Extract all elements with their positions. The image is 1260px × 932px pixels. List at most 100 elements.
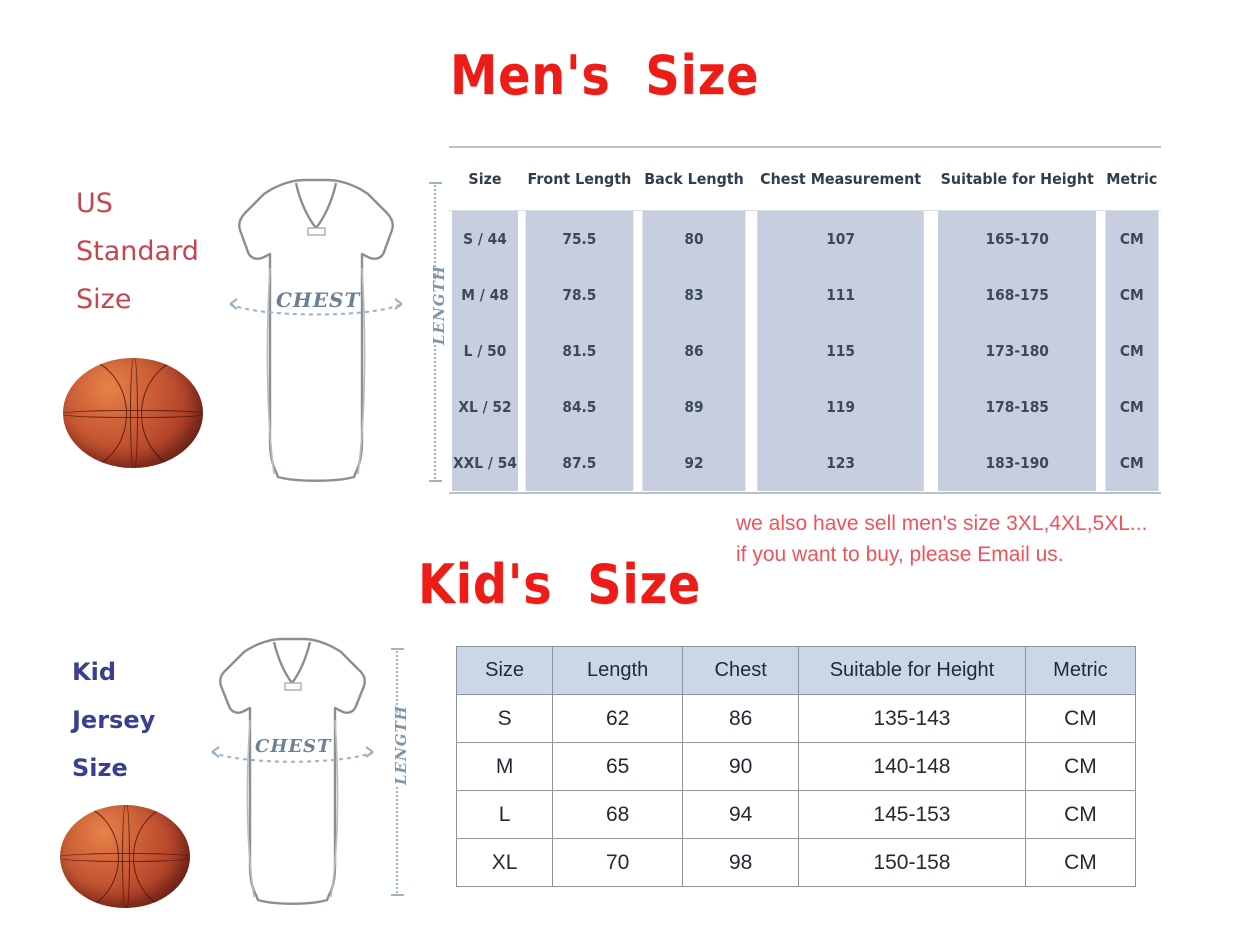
basketball-seam-left	[63, 358, 127, 468]
cell-chest: 123	[757, 434, 924, 491]
cell-metric: CM	[1024, 694, 1137, 743]
cell-metric: CM	[1024, 742, 1137, 791]
cell-size: L	[455, 790, 554, 839]
mens-table-body: S / 44 75.5 80 107 165-170 CM M / 48 78.…	[449, 210, 1161, 491]
cell-metric: CM	[1105, 322, 1159, 379]
us-standard-size-label: US Standard Size	[76, 188, 199, 315]
cell-height: 178-185	[937, 378, 1097, 435]
cell-size: S	[455, 694, 554, 743]
kids-col-chest: Chest	[682, 646, 800, 695]
mens-table-bottom-rule	[449, 492, 1161, 494]
cell-back: 86	[642, 322, 746, 379]
cell-length: 70	[552, 838, 684, 887]
mens-col-metric: Metric	[1105, 146, 1159, 211]
chest-measure-label: CHEST	[255, 736, 332, 757]
basketball-seam-right	[141, 358, 203, 468]
mens-length-indicator: LENGTH	[427, 182, 451, 482]
cell-back: 89	[642, 378, 746, 435]
cell-size: XXL / 54	[451, 434, 519, 491]
table-row: L 68 94 145-153 CM	[455, 790, 1137, 839]
cell-chest: 107	[757, 210, 924, 267]
table-row: XXL / 54 87.5 92 123 183-190 CM	[449, 434, 1161, 491]
mens-col-chest-measurement: Chest Measurement	[757, 146, 924, 211]
mens-table-head: Size Front Length Back Length Chest Meas…	[449, 146, 1161, 211]
cell-size: XL / 52	[451, 378, 519, 435]
mens-col-size: Size	[451, 146, 519, 211]
cell-metric: CM	[1024, 790, 1137, 839]
kid-jersey-size-label: Kid Jersey Size	[72, 658, 156, 782]
basketball-icon	[60, 805, 190, 908]
cell-size: XL	[455, 838, 554, 887]
sale-note-text: we also have sell men's size 3XL,4XL,5XL…	[736, 512, 1148, 566]
kids-table-body: S 62 86 135-143 CM M 65 90 140-148 CM L …	[455, 694, 1137, 887]
kids-col-size: Size	[455, 646, 554, 695]
cell-size: M	[455, 742, 554, 791]
cell-front: 84.5	[525, 378, 634, 435]
kids-length-indicator: LENGTH	[389, 648, 413, 896]
table-row: XL 70 98 150-158 CM	[455, 838, 1137, 887]
cell-height: 165-170	[937, 210, 1097, 267]
cell-height: 168-175	[937, 266, 1097, 323]
cell-size: L / 50	[451, 322, 519, 379]
cell-back: 83	[642, 266, 746, 323]
mens-jersey-diagram: CHEST	[216, 172, 416, 492]
mens-size-title: Men's Size	[450, 44, 760, 107]
cell-chest: 94	[682, 790, 800, 839]
basketball-seam-left	[60, 805, 120, 908]
kids-size-title: Kid's Size	[418, 553, 702, 616]
table-row: XL / 52 84.5 89 119 178-185 CM	[449, 378, 1161, 435]
cell-size: M / 48	[451, 266, 519, 323]
cell-front: 81.5	[525, 322, 634, 379]
mens-col-back-length: Back Length	[642, 146, 746, 211]
cell-metric: CM	[1105, 378, 1159, 435]
cell-height: 173-180	[937, 322, 1097, 379]
kids-col-metric: Metric	[1024, 646, 1137, 695]
cell-size: S / 44	[451, 210, 519, 267]
kids-col-suitable-height: Suitable for Height	[798, 646, 1026, 695]
chest-measure-label: CHEST	[276, 288, 361, 312]
cell-metric: CM	[1105, 266, 1159, 323]
cell-metric: CM	[1105, 210, 1159, 267]
cell-front: 75.5	[525, 210, 634, 267]
table-row: M 65 90 140-148 CM	[455, 742, 1137, 791]
mens-col-suitable-height: Suitable for Height	[937, 146, 1097, 211]
kids-size-table: Size Length Chest Suitable for Height Me…	[455, 646, 1137, 887]
cell-metric: CM	[1024, 838, 1137, 887]
cell-chest: 119	[757, 378, 924, 435]
mens-size-table: Size Front Length Back Length Chest Meas…	[449, 146, 1161, 491]
mens-col-chest-measurement-text: Chest Measurement	[759, 170, 921, 188]
cell-height: 183-190	[937, 434, 1097, 491]
mens-col-front-length: Front Length	[525, 146, 634, 211]
basketball-seam-horizontal	[60, 853, 190, 862]
kids-jersey-diagram: CHEST	[200, 632, 385, 912]
cell-length: 65	[552, 742, 684, 791]
length-measure-label: LENGTH	[389, 705, 413, 785]
cell-chest: 86	[682, 694, 800, 743]
cell-chest: 90	[682, 742, 800, 791]
cell-chest: 98	[682, 838, 800, 887]
cell-height: 150-158	[798, 838, 1026, 887]
table-row: S 62 86 135-143 CM	[455, 694, 1137, 743]
jersey-outline-svg	[211, 637, 374, 905]
cell-height: 135-143	[798, 694, 1026, 743]
table-row: M / 48 78.5 83 111 168-175 CM	[449, 266, 1161, 323]
basketball-icon	[63, 358, 203, 468]
jersey-outline-svg	[229, 178, 403, 482]
cell-height: 145-153	[798, 790, 1026, 839]
cell-chest: 115	[757, 322, 924, 379]
basketball-seam-right	[132, 805, 190, 908]
table-row: L / 50 81.5 86 115 173-180 CM	[449, 322, 1161, 379]
kids-col-length: Length	[552, 646, 684, 695]
cell-front: 78.5	[525, 266, 634, 323]
kids-table-header-row: Size Length Chest Suitable for Height Me…	[455, 646, 1137, 695]
cell-back: 92	[642, 434, 746, 491]
cell-chest: 111	[757, 266, 924, 323]
cell-length: 68	[552, 790, 684, 839]
cell-front: 87.5	[525, 434, 634, 491]
table-row: S / 44 75.5 80 107 165-170 CM	[449, 210, 1161, 267]
cell-length: 62	[552, 694, 684, 743]
length-measure-label: LENGTH	[427, 265, 451, 345]
cell-metric: CM	[1105, 434, 1159, 491]
cell-height: 140-148	[798, 742, 1026, 791]
kids-table-head: Size Length Chest Suitable for Height Me…	[455, 646, 1137, 695]
